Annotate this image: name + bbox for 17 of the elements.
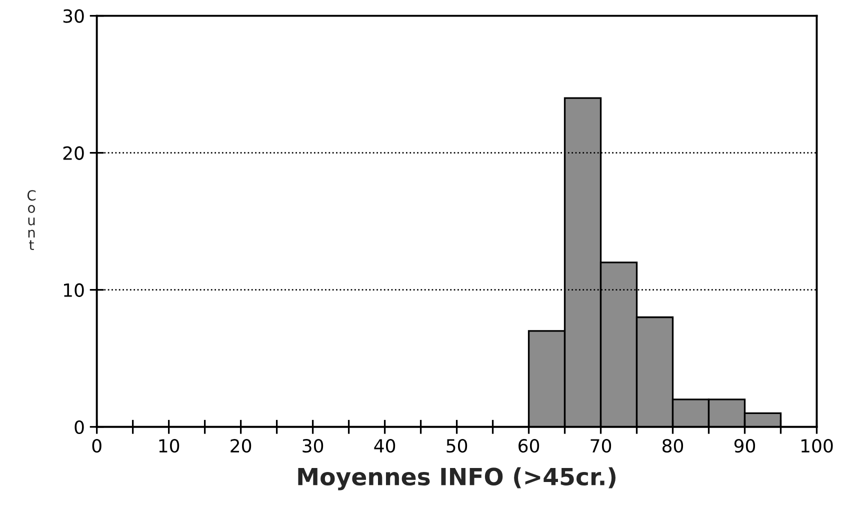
y-axis-title: Count bbox=[27, 190, 36, 250]
x-tick-label: 60 bbox=[518, 438, 540, 453]
y-tick-label: 10 bbox=[64, 283, 84, 297]
x-tick-label: 100 bbox=[801, 438, 833, 453]
x-tick-label: 70 bbox=[590, 438, 612, 453]
x-tick-label: 90 bbox=[734, 438, 756, 453]
x-tick-label: 50 bbox=[446, 438, 468, 453]
y-tick-label: 0 bbox=[74, 420, 84, 434]
x-tick-label: 10 bbox=[159, 438, 180, 453]
y-tick-label: 30 bbox=[63, 9, 84, 23]
x-tick-label: 40 bbox=[374, 438, 396, 453]
x-tick-label: 0 bbox=[92, 438, 102, 453]
x-tick-label: 20 bbox=[230, 438, 252, 453]
x-tick-label: 80 bbox=[662, 438, 684, 453]
x-axis-title: Moyennes INFO (>45cr.) bbox=[298, 467, 616, 490]
y-tick-label: 20 bbox=[63, 146, 84, 160]
x-tick-label: 30 bbox=[302, 438, 324, 453]
